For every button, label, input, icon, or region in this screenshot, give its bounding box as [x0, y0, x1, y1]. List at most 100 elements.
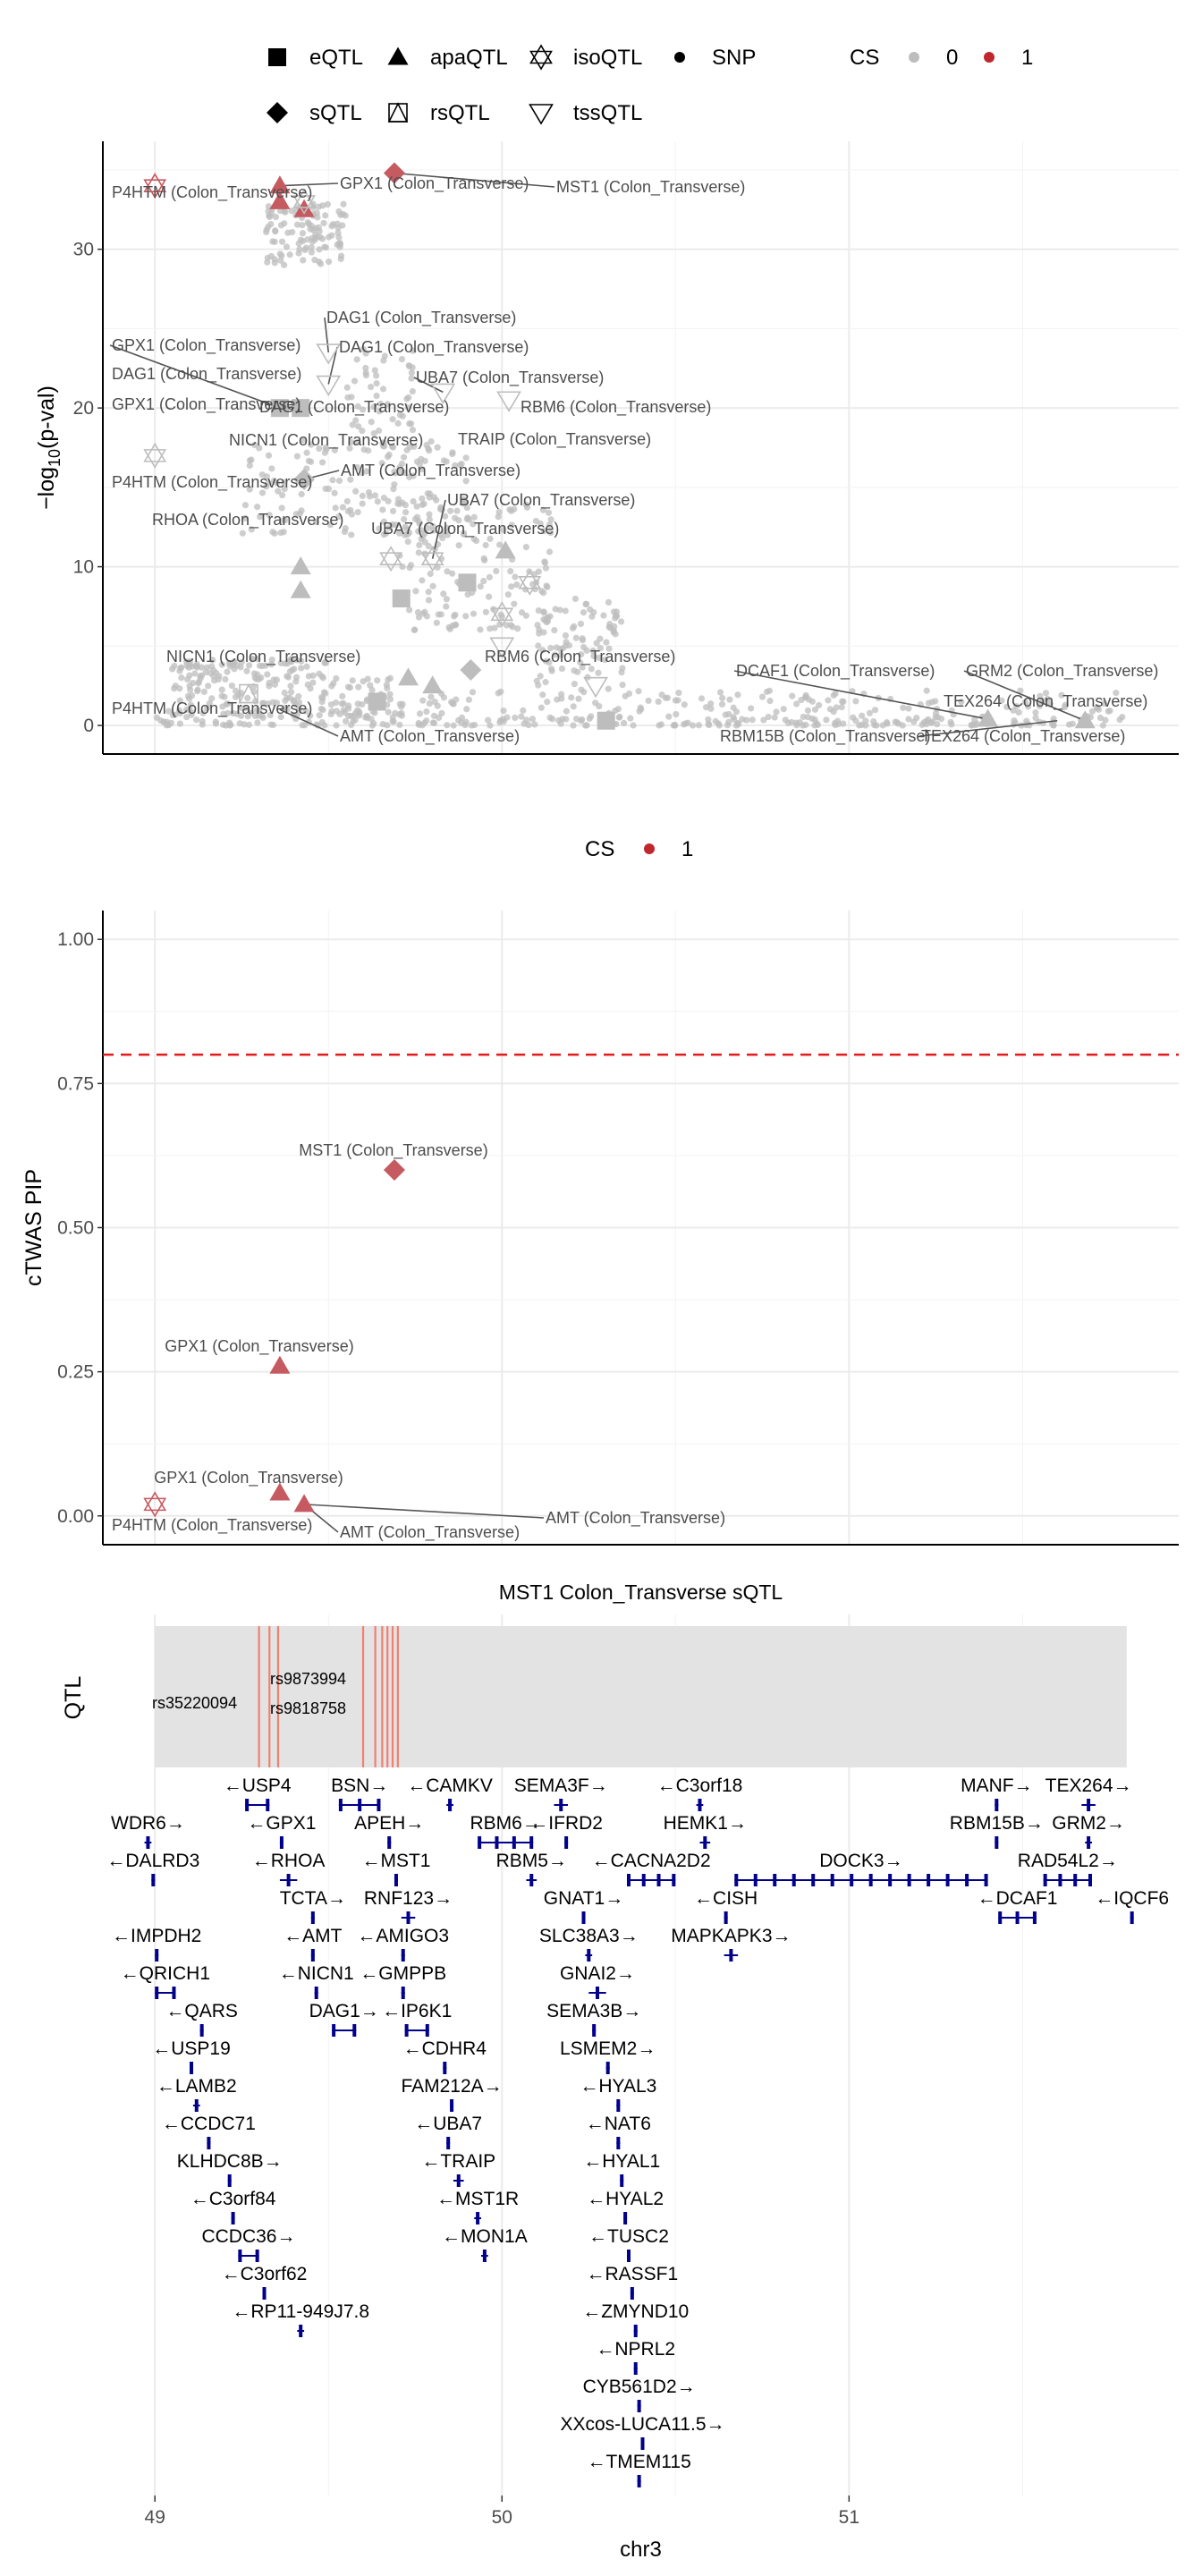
snp-point [520, 707, 527, 714]
snp-point [586, 715, 593, 723]
exon [1015, 1911, 1020, 1924]
snp-point [169, 665, 176, 673]
exon [791, 1874, 796, 1886]
snp-point [695, 722, 703, 729]
snp-point [228, 682, 236, 690]
snp-point [322, 212, 329, 219]
snp-point [455, 542, 462, 549]
snp-point [309, 679, 317, 686]
snp-point [416, 461, 423, 468]
snp-point [265, 452, 273, 459]
point-label: MST1 (Colon_Transverse) [556, 178, 745, 197]
snp-point [277, 222, 285, 229]
square-legend-icon [268, 48, 286, 66]
x-tick-label: 49 [145, 2507, 165, 2528]
snp-point [418, 535, 425, 543]
snp-point [402, 509, 410, 516]
legend-label: eQTL [309, 46, 363, 70]
point-label: AMT (Colon_Transverse) [546, 1509, 725, 1528]
snp-point [378, 460, 385, 467]
cs-legend-dot [984, 52, 995, 63]
snp-point [542, 679, 549, 686]
boxtri-tri [387, 102, 409, 123]
snp-point [308, 441, 315, 448]
snp-point [542, 564, 550, 572]
snp-point [523, 504, 531, 511]
snp-point [424, 524, 431, 532]
snp-point [355, 423, 362, 430]
snp-point [470, 610, 478, 617]
track-y-label: QTL [61, 1676, 86, 1720]
snp-point [1069, 720, 1076, 727]
snp-point [451, 613, 458, 620]
snp-point [789, 692, 796, 699]
snp-point [355, 683, 362, 691]
snp-point [171, 685, 178, 692]
snp-point [971, 716, 978, 724]
label-connector [431, 499, 446, 559]
snp-point [698, 695, 706, 702]
snp-point [469, 689, 477, 696]
snp-point [299, 722, 306, 729]
gene-label: ←TMEM115 [587, 2452, 690, 2472]
snp-point [284, 673, 291, 680]
exon [332, 2024, 336, 2037]
snp-point [681, 701, 688, 708]
exon [529, 1874, 534, 1886]
snp-point [588, 613, 596, 620]
gene: ←HYAL3 [580, 2076, 656, 2112]
gene-label: CCDC36→ [201, 2226, 295, 2247]
exon [868, 1874, 873, 1886]
snp-point [386, 691, 394, 698]
snp-point [408, 375, 415, 382]
ylabel-part: −log [34, 467, 59, 510]
exon [637, 2400, 641, 2412]
gene-label: ←USP19 [152, 2038, 231, 2059]
gene-label: ←HYAL3 [580, 2076, 656, 2097]
snp-point [563, 639, 570, 646]
snp-point [464, 514, 471, 521]
snp-point [569, 624, 577, 631]
snp-point [705, 716, 712, 723]
snp-point [425, 589, 432, 596]
snp-point [300, 257, 307, 264]
gene-label: ←NAT6 [586, 2114, 651, 2134]
exon [199, 2024, 204, 2037]
snp-point [208, 695, 216, 702]
snp-point [481, 556, 488, 564]
exon [995, 1836, 999, 1849]
snp-point [539, 647, 546, 654]
gene: ←USP4 [224, 1775, 292, 1811]
snp-point [304, 218, 311, 226]
exon [406, 1911, 411, 1924]
hexagram-down [143, 1497, 167, 1518]
snp-point [580, 689, 588, 696]
snp-point [487, 625, 494, 632]
snp-point [508, 583, 515, 590]
y-tick-label: 20 [73, 398, 94, 419]
snp-point [362, 350, 369, 357]
snp-point [1024, 703, 1032, 710]
snp-point [263, 228, 270, 236]
snp-point [716, 689, 724, 696]
y-tick-label: 0.25 [57, 1362, 94, 1383]
snp-point [313, 209, 320, 216]
gene: ←LAMB2 [157, 2076, 237, 2112]
snp-point [318, 459, 326, 466]
snp-point [425, 445, 432, 453]
snp-point [443, 603, 450, 610]
exon [998, 1911, 1003, 1924]
gene: TCTA→ [280, 1888, 346, 1924]
snp-point [415, 719, 422, 727]
gene-label: ←AMT [284, 1926, 343, 1946]
gene-label: ←AMIGO3 [357, 1926, 449, 1946]
snp-point [499, 716, 506, 723]
ylabel-part: (p-val) [34, 386, 59, 449]
snp-point [401, 516, 408, 523]
exon [1088, 1874, 1092, 1886]
exon [581, 1911, 586, 1924]
snp-point [702, 704, 710, 711]
gene-label: ←IMPDH2 [112, 1926, 201, 1946]
snp-point [434, 444, 441, 451]
